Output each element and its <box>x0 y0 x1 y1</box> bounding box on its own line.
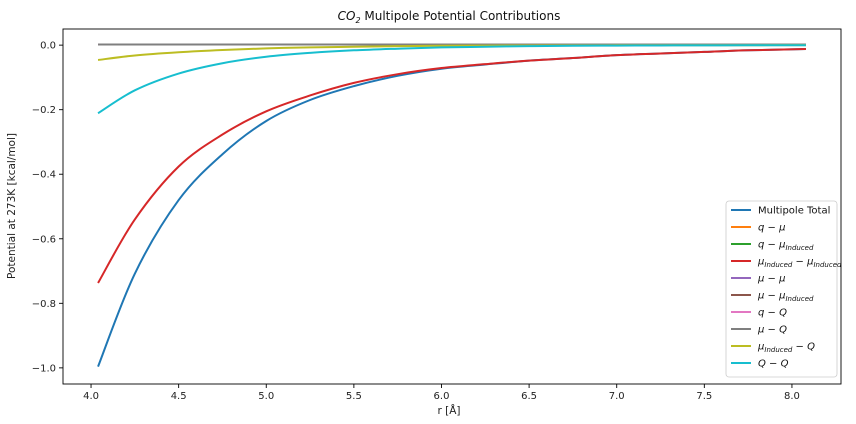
axes: 4.0 4.5 5.0 5.5 6.0 6.5 7.0 7.5 8.0 0.0 −0.2 −0.4 −0… <box>32 28 842 402</box>
y-tick-label: −0.4 <box>32 170 56 181</box>
x-tick-label: 5.5 <box>346 391 362 402</box>
legend-label-4: μ − μ <box>757 274 785 285</box>
plot-area <box>97 43 806 367</box>
legend: Multipole Total q − μ q − μInduced μInduced… <box>725 200 842 378</box>
x-tick-label: 5.0 <box>258 391 274 402</box>
legend-label-8: μInduced − Q <box>757 342 815 355</box>
x-axis-label: r [Å] <box>437 404 460 417</box>
y-tick-label: −0.6 <box>32 234 56 245</box>
axes-frame <box>62 28 842 385</box>
x-tick-label: 6.0 <box>434 391 450 402</box>
legend-label-2: q − μInduced <box>758 240 814 253</box>
chart-title-prefix: CO <box>338 9 356 23</box>
y-tick-label: −0.2 <box>32 105 56 116</box>
legend-label-1: q − μ <box>758 223 785 234</box>
y-tick-label: −1.0 <box>32 363 56 374</box>
y-axis-label: Potential at 273K [kcal/mol] <box>6 133 18 279</box>
x-tick-label: 4.5 <box>171 391 187 402</box>
x-tick-label: 7.5 <box>696 391 712 402</box>
series-line-3 <box>97 48 806 284</box>
legend-label-9: Q − Q <box>758 359 789 370</box>
x-tick-label: 4.0 <box>83 391 99 402</box>
y-tick-label: 0.0 <box>40 41 56 52</box>
legend-label-6: q − Q <box>758 308 787 319</box>
x-tick-label: 7.0 <box>609 391 625 402</box>
chart-title: CO2 Multipole Potential Contributions <box>338 9 561 25</box>
chart-title-suffix: Multipole Potential Contributions <box>361 9 561 23</box>
chart-title-subscript: 2 <box>355 16 360 25</box>
x-tick-label: 6.5 <box>521 391 537 402</box>
x-tick-label: 8.0 <box>784 391 800 402</box>
legend-label-5: μ − μInduced <box>757 291 814 304</box>
legend-box <box>725 200 838 378</box>
series-line-9 <box>97 44 806 115</box>
y-tick-label: −0.8 <box>32 299 56 310</box>
legend-label-7: μ − Q <box>757 325 787 336</box>
legend-label-3: μInduced − μInduced <box>757 257 842 270</box>
legend-label-0: Multipole Total <box>758 206 830 217</box>
